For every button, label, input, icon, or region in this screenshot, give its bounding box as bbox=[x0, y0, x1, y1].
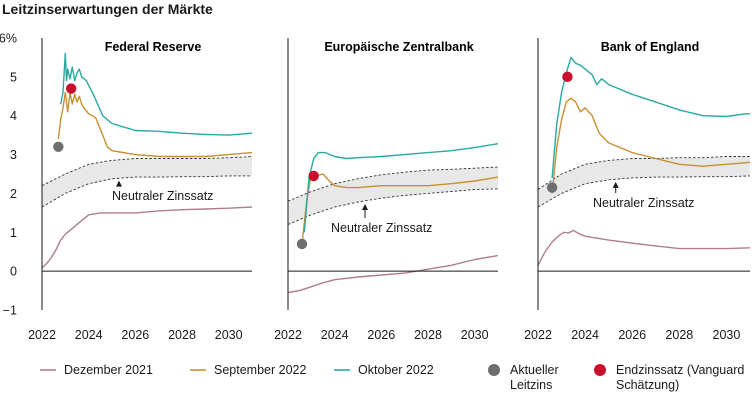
y-tick-label: 6% bbox=[0, 32, 17, 46]
x-tick-label: 2028 bbox=[414, 328, 442, 342]
neutral-rate-label: Neutraler Zinssatz bbox=[593, 196, 694, 210]
point-endzins bbox=[562, 71, 573, 83]
panel-2: Europäische Zentralbank 2022 2024 2026 2028 2… bbox=[274, 38, 499, 342]
y-tick-label: 1 bbox=[10, 226, 17, 240]
x-tick-label: 2030 bbox=[713, 328, 741, 342]
legend-item-okt2022: Oktober 2022 bbox=[334, 363, 434, 377]
y-tick-label: 2 bbox=[10, 187, 17, 201]
series-sep2022 bbox=[57, 91, 253, 158]
y-tick-label: 5 bbox=[10, 70, 17, 84]
point-endzins bbox=[65, 83, 77, 94]
neutral-band-upper bbox=[537, 156, 750, 190]
legend-label: Leitzins bbox=[510, 378, 552, 392]
panel-3: Bank of England 2022 2024 2026 2028 2030 Neutr… bbox=[524, 38, 751, 342]
x-tick-label: 2030 bbox=[461, 328, 489, 342]
legend: Dezember 2021 September 2022 Oktober 2022 A… bbox=[40, 363, 744, 392]
x-tick-label: 2026 bbox=[367, 328, 395, 342]
legend-label: September 2022 bbox=[214, 363, 306, 377]
y-tick-label: 4 bbox=[10, 109, 17, 123]
neutral-rate-label: Neutraler Zinssatz bbox=[112, 189, 213, 203]
series-dez2021 bbox=[287, 254, 499, 294]
point-aktueller bbox=[53, 141, 64, 152]
x-tick-label: 2030 bbox=[215, 328, 243, 342]
series-okt2022 bbox=[303, 143, 499, 233]
neutral-band bbox=[288, 167, 498, 225]
panel-title: Europäische Zentralbank bbox=[324, 40, 473, 54]
legend-item-dez2021: Dezember 2021 bbox=[40, 363, 153, 377]
x-tick-label: 2026 bbox=[121, 328, 149, 342]
x-tick-label: 2026 bbox=[618, 328, 646, 342]
legend-item-sep2022: September 2022 bbox=[190, 363, 306, 377]
neutral-arrow-head bbox=[362, 203, 368, 210]
neutral-band-upper bbox=[287, 166, 499, 202]
x-tick-label: 2024 bbox=[571, 328, 599, 342]
neutral-arrow-head bbox=[612, 181, 619, 188]
series-dez2021 bbox=[41, 206, 253, 269]
x-tick-label: 2024 bbox=[321, 328, 349, 342]
x-tick-label: 2022 bbox=[274, 328, 302, 342]
neutral-arrow-head bbox=[116, 180, 122, 187]
panel-title: Bank of England bbox=[601, 40, 700, 54]
panel-title: Federal Reserve bbox=[105, 40, 202, 54]
x-tick-label: 2024 bbox=[75, 328, 103, 342]
neutral-band-upper bbox=[41, 156, 253, 187]
y-tick-label: 0 bbox=[10, 265, 17, 279]
legend-label: Endzinssatz (Vanguard bbox=[616, 363, 744, 377]
series-okt2022 bbox=[60, 52, 253, 136]
x-tick-label: 2028 bbox=[665, 328, 693, 342]
point-aktueller bbox=[546, 182, 558, 193]
neutral-band-lower bbox=[287, 188, 499, 225]
neutral-band bbox=[42, 156, 252, 207]
chart-title: Leitzinserwartungen der Märkte bbox=[2, 1, 213, 17]
series-dez2021 bbox=[537, 229, 751, 266]
panel-1: Federal Reserve 2022 2024 2026 2028 2030 −1 0 1 2… bbox=[0, 32, 253, 342]
legend-label: Aktueller bbox=[510, 363, 559, 377]
point-aktueller bbox=[296, 238, 308, 250]
legend-swatch bbox=[488, 364, 500, 376]
neutral-band bbox=[538, 156, 750, 207]
y-tick-label: −1 bbox=[3, 304, 17, 318]
legend-label: Schätzung) bbox=[616, 378, 679, 392]
x-tick-label: 2028 bbox=[168, 328, 196, 342]
legend-label: Dezember 2021 bbox=[64, 363, 153, 377]
neutral-rate-label: Neutraler Zinssatz bbox=[331, 221, 432, 235]
legend-swatch bbox=[594, 364, 606, 376]
x-tick-label: 2022 bbox=[524, 328, 552, 342]
y-tick-label: 3 bbox=[10, 148, 17, 162]
x-tick-label: 2022 bbox=[28, 328, 56, 342]
neutral-band-lower bbox=[41, 175, 252, 208]
point-endzins bbox=[308, 170, 319, 182]
legend-label: Oktober 2022 bbox=[358, 363, 434, 377]
series-sep2022 bbox=[551, 97, 751, 194]
